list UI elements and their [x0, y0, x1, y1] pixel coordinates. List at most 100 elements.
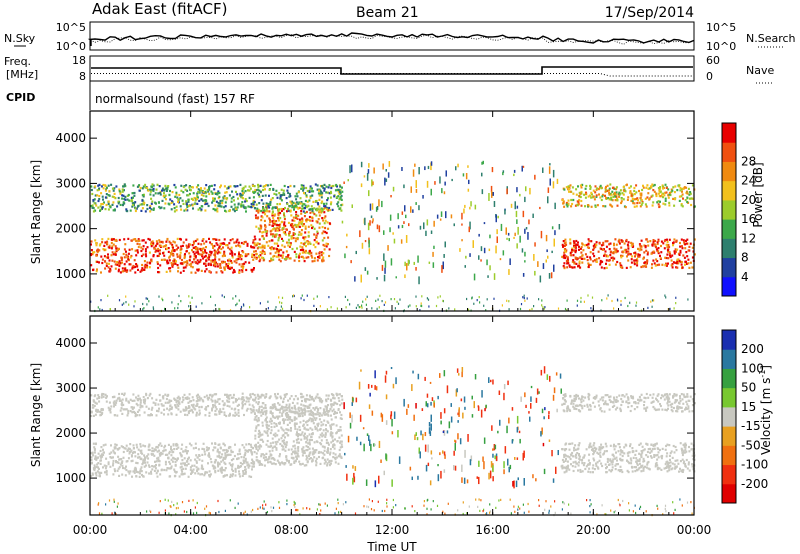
- data-cell: [223, 266, 226, 269]
- data-cell: [150, 208, 153, 211]
- data-cell: [315, 427, 318, 430]
- data-cell: [211, 394, 214, 397]
- data-cell: [177, 306, 179, 310]
- data-cell: [392, 186, 395, 192]
- data-cell: [271, 403, 274, 406]
- data-cell: [631, 255, 634, 258]
- data-cell: [582, 249, 585, 252]
- data-cell: [283, 225, 286, 228]
- data-cell: [574, 444, 577, 447]
- data-cell: [118, 396, 121, 399]
- data-cell: [109, 456, 112, 459]
- data-cell: [284, 395, 287, 398]
- data-cell: [159, 473, 162, 476]
- data-cell: [610, 256, 613, 259]
- data-cell: [107, 256, 110, 259]
- data-cell: [302, 446, 305, 449]
- data-cell: [109, 409, 112, 412]
- data-cell: [319, 305, 321, 308]
- data-cell: [625, 238, 628, 242]
- data-cell: [590, 205, 593, 208]
- data-cell: [138, 239, 141, 242]
- data-cell: [315, 200, 317, 203]
- data-cell: [192, 246, 195, 249]
- data-cell: [200, 464, 203, 467]
- data-cell: [144, 398, 147, 401]
- data-cell: [205, 246, 207, 249]
- data-cell: [284, 233, 287, 236]
- y-tick-label: 4000: [55, 131, 86, 145]
- data-cell: [150, 202, 153, 205]
- data-cell: [645, 262, 648, 265]
- data-cell: [598, 193, 600, 196]
- data-cell: [219, 251, 222, 254]
- data-cell: [588, 240, 591, 243]
- data-cell: [271, 220, 274, 223]
- data-cell: [691, 184, 694, 187]
- data-cell: [473, 273, 476, 281]
- data-cell: [641, 201, 644, 204]
- data-cell: [275, 424, 278, 427]
- data-cell: [274, 213, 277, 216]
- data-cell: [224, 191, 227, 194]
- data-cell: [439, 295, 441, 298]
- data-cell: [91, 206, 94, 209]
- data-cell: [330, 431, 333, 434]
- data-cell: [146, 461, 149, 464]
- data-cell: [293, 450, 296, 453]
- data-cell: [619, 262, 622, 265]
- data-cell: [184, 464, 186, 467]
- data-cell: [278, 258, 281, 261]
- data-cell: [255, 418, 258, 421]
- data-cell: [268, 210, 271, 213]
- data-cell: [631, 242, 634, 246]
- data-cell: [174, 405, 177, 408]
- data-cell: [173, 457, 175, 460]
- data-cell: [321, 432, 324, 435]
- data-cell: [123, 238, 126, 241]
- data-cell: [257, 449, 259, 452]
- data-cell: [229, 394, 232, 397]
- data-cell: [375, 299, 377, 302]
- data-cell: [183, 472, 186, 475]
- data-cell: [227, 259, 229, 262]
- data-cell: [281, 228, 284, 231]
- data-cell: [326, 410, 329, 413]
- data-cell: [613, 242, 615, 245]
- data-cell: [204, 192, 207, 195]
- data-cell: [273, 254, 276, 258]
- data-cell: [519, 193, 521, 197]
- data-cell: [112, 189, 115, 192]
- station-title: Adak East (fitACF): [92, 0, 227, 18]
- data-cell: [584, 205, 586, 208]
- data-cell: [125, 399, 128, 402]
- data-cell: [124, 198, 127, 201]
- data-cell: [563, 205, 566, 208]
- data-cell: [97, 466, 99, 469]
- data-cell: [337, 462, 340, 465]
- data-cell: [542, 306, 544, 309]
- data-cell: [674, 248, 677, 251]
- data-cell: [455, 166, 457, 171]
- data-cell: [311, 438, 313, 442]
- data-cell: [214, 251, 217, 255]
- data-cell: [182, 408, 185, 411]
- data-cell: [562, 200, 565, 203]
- data-cell: [244, 470, 247, 474]
- data-cell: [586, 255, 589, 258]
- power-ylabel: Slant Range [km]: [29, 160, 43, 264]
- data-cell: [228, 248, 231, 251]
- data-cell: [297, 435, 299, 438]
- data-cell: [210, 252, 213, 255]
- data-cell: [271, 412, 274, 415]
- data-cell: [262, 407, 265, 410]
- data-cell: [117, 467, 120, 470]
- data-cell: [324, 435, 327, 438]
- data-cell: [217, 248, 220, 251]
- data-cell: [683, 256, 686, 259]
- data-cell: [303, 413, 306, 416]
- data-cell: [308, 215, 311, 219]
- data-cell: [299, 414, 301, 418]
- data-cell: [100, 471, 103, 474]
- data-cell: [652, 184, 655, 187]
